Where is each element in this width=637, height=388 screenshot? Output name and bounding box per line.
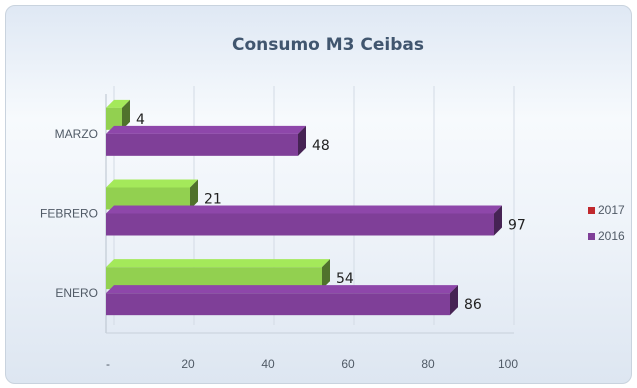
bar-2016-enero: 86 (106, 285, 482, 316)
bar-side-face (122, 99, 130, 130)
legend-swatch (588, 233, 595, 240)
legend-label: 2016 (598, 229, 625, 243)
bar-2017-enero: 54 (106, 259, 354, 290)
category-label: FEBRERO (40, 207, 98, 221)
data-label: 21 (204, 192, 222, 208)
chart: Consumo M3 Ceibas - 20 40 60 80 100 MARZO 4 48 FE… (40, 35, 625, 371)
legend-label: 2017 (598, 203, 625, 217)
bar-2017-febrero: 21 (106, 179, 222, 210)
bar-top-face (106, 125, 306, 134)
x-tick-label: 20 (181, 357, 195, 371)
x-tick-label: 60 (341, 357, 355, 371)
bar-front-face (106, 133, 298, 156)
legend-swatch (588, 207, 595, 214)
bar-front-face (106, 267, 322, 290)
bar-top-face (106, 259, 330, 268)
bar-side-face (494, 205, 502, 236)
chart-frame: Consumo M3 Ceibas - 20 40 60 80 100 MARZO 4 48 FE… (5, 5, 632, 384)
data-label: 4 (136, 112, 145, 128)
bar-front-face (106, 213, 494, 236)
bar-top-face (106, 179, 198, 188)
bar-side-face (298, 125, 306, 156)
bar-side-face (450, 285, 458, 316)
chart-title: Consumo M3 Ceibas (232, 35, 424, 55)
bar-side-face (322, 259, 330, 290)
bar-front-face (106, 107, 122, 130)
plot-area: - 20 40 60 80 100 MARZO 4 48 FEBRERO 21 97 ENERO 54 86 (40, 86, 526, 371)
bar-top-face (106, 285, 458, 294)
bar-2016-febrero: 97 (106, 205, 526, 236)
bar-2017-marzo: 4 (106, 99, 145, 130)
bar-side-face (190, 179, 198, 210)
bar-front-face (106, 293, 450, 316)
bar-front-face (106, 187, 190, 210)
x-tick-label: 40 (261, 357, 275, 371)
x-tick-label: 100 (498, 357, 518, 371)
data-label: 97 (508, 218, 526, 234)
bar-2016-marzo: 48 (106, 125, 330, 156)
data-label: 48 (312, 138, 330, 154)
legend: 2017 2016 (588, 203, 625, 243)
category-label: ENERO (55, 286, 98, 300)
data-label: 86 (464, 297, 482, 313)
x-tick-label: - (106, 357, 110, 371)
category-label: MARZO (55, 127, 98, 141)
data-label: 54 (336, 271, 354, 287)
bar-top-face (106, 205, 502, 214)
x-tick-label: 80 (421, 357, 435, 371)
